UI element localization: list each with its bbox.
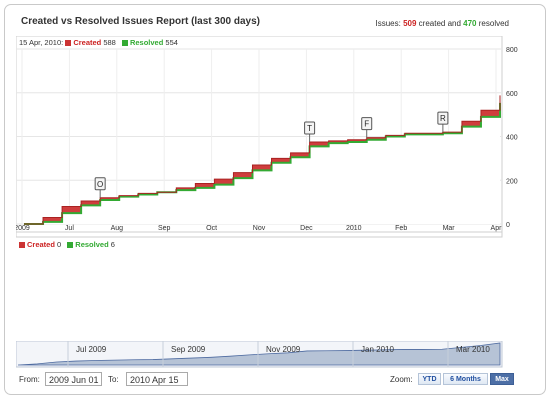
- top-legend-created-label: Created: [73, 38, 102, 47]
- x-tick-label: Oct: [206, 225, 217, 232]
- y-tick-label: 800: [506, 47, 518, 54]
- annotation-flag-label: R: [440, 114, 446, 123]
- zoom-label: Zoom:: [390, 375, 413, 384]
- x-tick-label: 2009: [16, 225, 30, 232]
- navigator-label: Mar 2010: [456, 345, 490, 354]
- report-title: Created vs Resolved Issues Report (last …: [21, 16, 260, 27]
- x-tick-label: Sep: [158, 225, 171, 232]
- y-tick-label: 600: [506, 91, 518, 98]
- navigator-label: Jul 2009: [76, 345, 107, 354]
- annotation-flag: [304, 121, 316, 135]
- bottom-legend-created-value: 0: [57, 240, 62, 249]
- annotation-flag-label: O: [97, 180, 103, 189]
- zoom-max-button[interactable]: Max: [490, 373, 514, 385]
- bottom-legend-resolved-label: Resolved: [75, 240, 109, 249]
- top-legend-resolved-value: 554: [165, 38, 178, 47]
- bottom-legend-resolved-value: 6: [110, 240, 115, 249]
- created-swatch-icon: [19, 242, 25, 249]
- bottom-legend-created-label: Created: [27, 240, 55, 249]
- navigator-label: Jan 2010: [361, 345, 394, 354]
- x-tick-label: Mar: [443, 225, 456, 232]
- resolved-mask: [24, 102, 500, 224]
- y-tick-label: 200: [506, 178, 518, 185]
- chart-svg[interactable]: 0 200 400 600 800 2009 Jul Aug Sep Oct Nov Dec 2010 F…: [16, 36, 520, 238]
- chart-area[interactable]: 0 200 400 600 800 2009 Jul Aug Sep Oct Nov Dec 2010 F…: [16, 36, 520, 238]
- annotation-flag: [361, 117, 373, 131]
- to-date-input[interactable]: 2010 Apr 15: [126, 372, 188, 386]
- issues-summary: Issues: 509 created and 470 resolved: [375, 19, 509, 28]
- x-tick-label: Aug: [111, 225, 124, 232]
- created-line: [24, 95, 501, 225]
- bottom-legend: Created 0 Resolved 6: [19, 240, 115, 249]
- from-label: From:: [19, 375, 40, 384]
- top-legend: 15 Apr, 2010: Created 588 Resolved 554: [19, 38, 178, 47]
- x-tick-label: Nov: [253, 225, 266, 232]
- resolved-count: 470: [463, 19, 477, 28]
- navigator-series: [17, 342, 501, 366]
- created-word: created and: [418, 19, 461, 28]
- x-tick-label: Apr: [491, 225, 503, 232]
- annotation-flag: [437, 111, 449, 125]
- x-tick-label: Jul: [65, 225, 74, 232]
- top-legend-date: 15 Apr, 2010:: [19, 38, 64, 47]
- resolved-word: resolved: [478, 19, 509, 28]
- resolved-line: [24, 102, 501, 225]
- navigator[interactable]: Jul 2009 Sep 2009 Nov 2009 Jan 2010 Mar 2010: [16, 341, 520, 369]
- annotation-flag-label: F: [364, 120, 369, 129]
- x-tick-label: Feb: [395, 225, 407, 232]
- from-date-input[interactable]: 2009 Jun 01: [45, 372, 102, 386]
- resolved-swatch-icon: [67, 242, 74, 249]
- stats-prefix: Issues:: [375, 19, 401, 28]
- zoom-6-months-button[interactable]: 6 Months: [443, 373, 488, 385]
- navigator-label: Sep 2009: [171, 345, 206, 354]
- report-panel: Created vs Resolved Issues Report (last …: [4, 4, 546, 395]
- x-tick-label: 2010: [346, 225, 362, 232]
- x-tick-label: Dec: [300, 225, 313, 232]
- top-legend-resolved-label: Resolved: [129, 38, 164, 47]
- navigator-label: Nov 2009: [266, 345, 301, 354]
- y-tick-label: 400: [506, 135, 518, 142]
- created-count: 509: [403, 19, 417, 28]
- top-legend-created-value: 588: [103, 38, 116, 47]
- to-label: To:: [108, 375, 119, 384]
- resolved-swatch-icon: [121, 40, 128, 47]
- created-swatch-icon: [65, 40, 72, 47]
- annotation-flag: [94, 177, 106, 191]
- annotation-flag-label: T: [307, 124, 312, 133]
- y-tick-label: 0: [506, 222, 510, 229]
- range-toolbar: From: 2009 Jun 01 To: 2010 Apr 15 Zoom: …: [16, 371, 536, 391]
- zoom-ytd-button[interactable]: YTD: [418, 373, 441, 385]
